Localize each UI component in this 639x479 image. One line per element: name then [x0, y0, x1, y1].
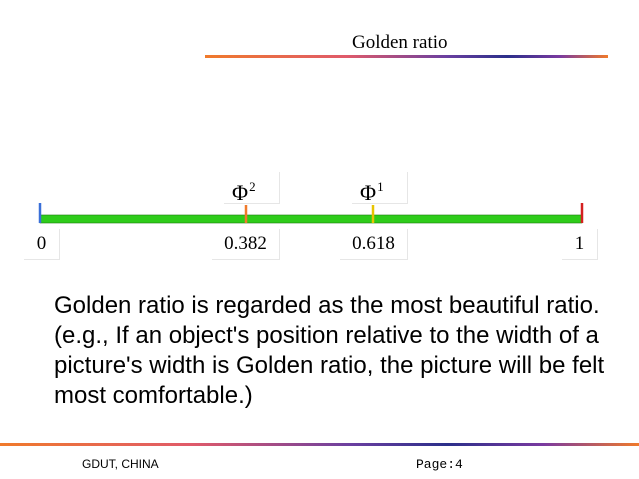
slide-title: Golden ratio — [352, 32, 448, 53]
number-line — [38, 203, 584, 224]
tick-label-0618: 0.618 — [340, 229, 408, 260]
phi-squared-label: Φ2 — [224, 172, 280, 205]
phi-one-base: Φ — [360, 180, 377, 205]
tick-label-1: 1 — [562, 229, 598, 260]
body-paragraph: Golden ratio is regarded as the most bea… — [54, 292, 605, 409]
footer-organization: GDUT, CHINA — [82, 457, 159, 471]
tick-label-0382: 0.382 — [212, 229, 280, 260]
phi-squared-exponent: 2 — [249, 179, 256, 194]
phi-one-label: Φ1 — [352, 172, 408, 205]
tick-label-0: 0 — [24, 229, 60, 260]
title-underline — [205, 55, 608, 58]
phi-one-exponent: 1 — [377, 179, 384, 194]
footer-divider — [0, 443, 639, 446]
phi-squared-base: Φ — [232, 180, 249, 205]
page-number: Page:4 — [416, 457, 463, 472]
number-line-bar — [39, 214, 583, 224]
